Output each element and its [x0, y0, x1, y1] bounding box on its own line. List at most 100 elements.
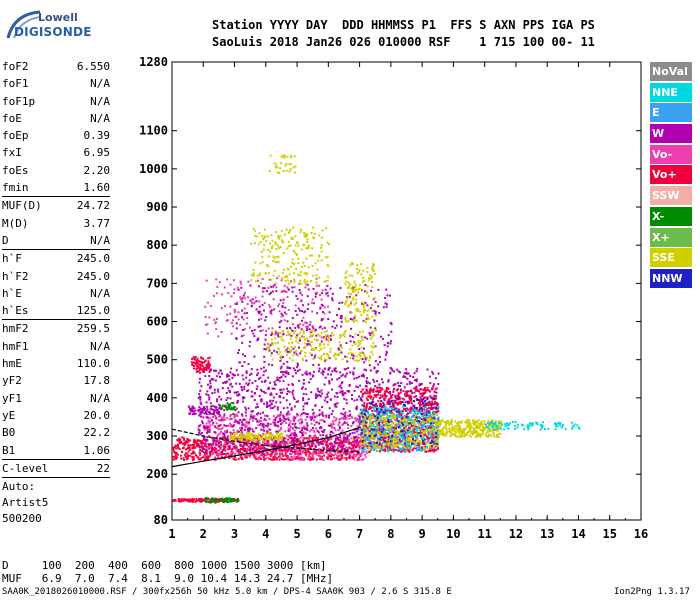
echo-point-vo: [306, 426, 308, 429]
echo-point-w: [275, 448, 278, 451]
echo-point-vo: [339, 451, 342, 454]
echo-point-vo: [421, 442, 424, 445]
echo-point-vo: [372, 413, 375, 416]
echo-point-w: [329, 424, 332, 427]
echo-point-vo: [191, 458, 194, 461]
echo-point-vo: [375, 434, 378, 437]
echo-point-vo: [239, 451, 242, 454]
echo-point-w: [286, 387, 289, 390]
echo-point-vo: [365, 403, 368, 406]
echo-point-sse: [483, 427, 486, 430]
echo-point-nne: [411, 435, 414, 438]
echo-point-vo: [363, 453, 366, 456]
echo-point-vo: [176, 438, 179, 441]
echo-point-w: [285, 399, 288, 402]
echo-point-nne: [378, 415, 381, 418]
echo-point-w: [244, 450, 247, 452]
echo-point-vo: [424, 391, 426, 394]
echo-point-w: [332, 446, 334, 449]
echo-point-w: [345, 398, 348, 401]
echo-point-w: [198, 393, 201, 396]
echo-point-w: [345, 372, 348, 375]
echo-point-vo: [206, 498, 208, 501]
echo-point-vo: [206, 436, 208, 439]
echo-point-sse: [415, 443, 417, 445]
echo-point-vo: [387, 398, 390, 401]
echo-point-vo: [308, 453, 311, 456]
echo-point-vo: [314, 444, 317, 447]
echo-point-w: [324, 443, 327, 446]
echo-point-w: [328, 416, 330, 419]
echo-point-w: [339, 371, 342, 374]
echo-point-vo: [401, 417, 404, 420]
echo-point-vo: [312, 441, 315, 444]
echo-point-vo: [250, 449, 253, 452]
echo-point-sse: [379, 436, 382, 439]
echo-point-e: [376, 411, 379, 414]
echo-point-sse: [421, 421, 424, 424]
echo-point-vo: [298, 426, 301, 429]
echo-point-vo: [187, 441, 190, 444]
echo-point-vo: [380, 387, 383, 390]
echo-point-vo: [172, 448, 174, 451]
echo-point-e: [418, 449, 421, 452]
echo-point-vo: [242, 433, 245, 436]
echo-point-vo: [210, 446, 213, 449]
echo-point-nnw: [401, 422, 404, 425]
echo-point-sse: [488, 434, 491, 437]
echo-point-w: [279, 417, 282, 420]
echo-point-vo: [358, 458, 361, 461]
echo-point-w: [314, 404, 317, 407]
echo-point-vo: [325, 451, 328, 454]
echo-point-w: [327, 373, 330, 376]
echo-point-vo: [211, 437, 214, 440]
echo-point-vo: [416, 432, 419, 435]
echo-point-w: [366, 392, 369, 395]
echo-point-w: [287, 447, 290, 450]
echo-point-nne: [422, 425, 425, 427]
echo-point-w: [354, 436, 357, 438]
echo-point-vo: [343, 434, 346, 437]
echo-point-vo: [202, 455, 205, 458]
echo-point-w: [222, 432, 225, 435]
echo-point-sse: [393, 437, 396, 440]
echo-point-vo: [365, 445, 368, 448]
echo-point-vo: [194, 500, 197, 503]
echo-point-vo: [252, 454, 255, 457]
echo-point-vo: [270, 453, 273, 456]
echo-point-vo: [360, 451, 363, 454]
echo-point-w: [248, 379, 251, 382]
echo-point-w: [353, 399, 356, 402]
echo-point-nne: [421, 449, 423, 452]
echo-point-sse: [442, 427, 445, 429]
echo-point-vo: [432, 442, 435, 445]
echo-point-w: [263, 390, 265, 393]
echo-point-vo: [429, 450, 432, 453]
echo-point-w: [412, 376, 415, 378]
echo-point-vo: [323, 439, 326, 442]
echo-point-sse: [418, 439, 421, 442]
echo-point-w: [225, 392, 228, 394]
echo-point-vo: [430, 387, 433, 390]
echo-point-vo: [355, 419, 357, 422]
echo-point-w: [274, 441, 277, 444]
echo-point-vo: [261, 452, 264, 455]
echo-point-w: [282, 396, 285, 399]
echo-point-sse: [359, 414, 362, 416]
echo-point-vo: [358, 425, 361, 428]
echo-point-e: [416, 410, 419, 413]
echo-point-vo: [203, 452, 206, 455]
echo-point-vo: [192, 498, 195, 501]
echo-point-w: [251, 410, 254, 413]
echo-point-nnw: [391, 435, 394, 438]
echo-point-w: [267, 386, 270, 389]
echo-point-w: [332, 448, 335, 451]
echo-point-sse: [379, 413, 382, 416]
echo-point-w: [280, 376, 283, 378]
echo-point-sse: [393, 446, 396, 448]
echo-point-w: [399, 371, 402, 374]
echo-point-w: [292, 367, 295, 370]
echo-point-nnw: [425, 414, 428, 417]
echo-point-nne: [371, 413, 374, 416]
echo-point-w: [287, 418, 290, 421]
